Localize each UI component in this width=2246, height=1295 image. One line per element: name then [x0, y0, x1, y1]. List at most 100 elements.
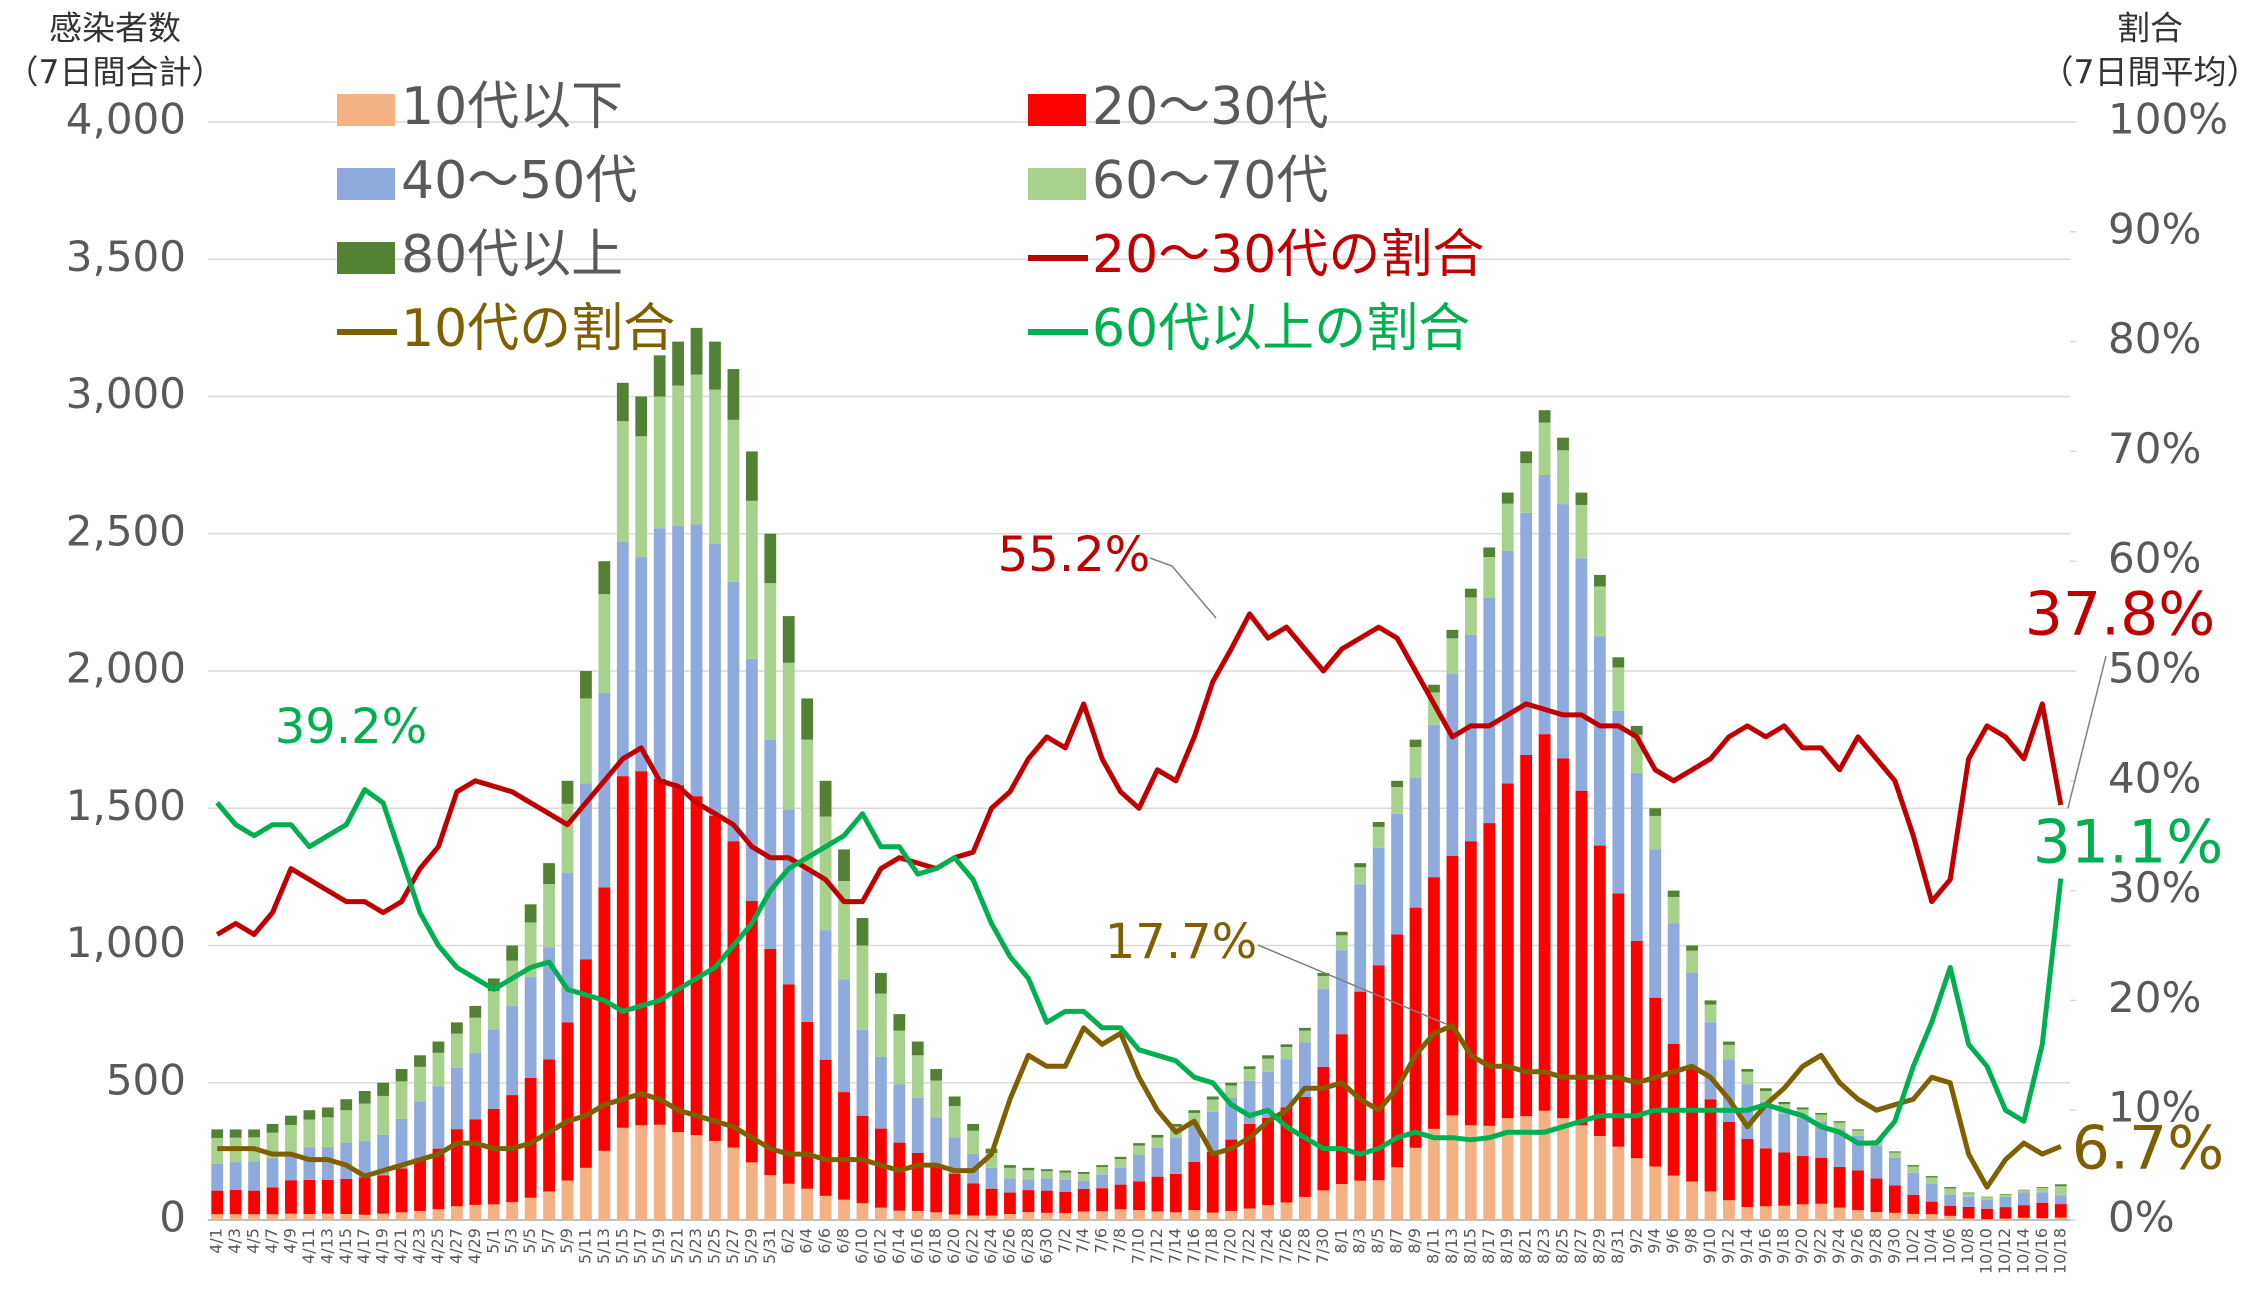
y2-tick-label: 20% [2108, 973, 2201, 1022]
leader-line [1257, 944, 1447, 1025]
x-tick-label: 10/12 [1995, 1228, 2014, 1274]
bar-segment [524, 1077, 537, 1198]
bar-segment [598, 887, 611, 1151]
bar-segment [266, 1132, 279, 1159]
bar-segment [1907, 1165, 1920, 1167]
bar-segment [1428, 724, 1440, 878]
bar-segment [1704, 1099, 1717, 1192]
bar-segment [1593, 636, 1606, 846]
legend-label: 10代以下 [401, 77, 623, 137]
bar-segment [1741, 1071, 1754, 1085]
bar-segment [690, 374, 703, 525]
bar-segment [487, 1029, 500, 1109]
bar-segment [1280, 1044, 1293, 1048]
bar-segment [285, 1125, 297, 1154]
x-tick-label: 8/17 [1479, 1228, 1498, 1264]
x-tick-label: 6/2 [778, 1228, 797, 1254]
bar-segment [967, 1215, 979, 1220]
bar-segment [1759, 1101, 1772, 1149]
bar-segment [1888, 1185, 1901, 1213]
x-tick-label: 9/30 [1884, 1228, 1903, 1264]
bar-segment [1280, 1107, 1293, 1203]
bar-segment [1704, 1000, 1717, 1005]
bar-segment [1686, 945, 1698, 951]
x-tick-label: 9/16 [1755, 1228, 1774, 1264]
bar-segment [893, 1084, 906, 1143]
bar-segment [1593, 845, 1606, 1137]
bar-segment [580, 783, 592, 960]
x-tick-label: 4/3 [225, 1228, 244, 1254]
bar-segment [1188, 1124, 1201, 1162]
bar-segment [875, 1056, 887, 1129]
bar-segment [377, 1134, 390, 1176]
bar-segment [1962, 1196, 1975, 1207]
bar-segment [211, 1163, 224, 1191]
bar-segment [303, 1179, 316, 1214]
x-tick-label: 5/15 [612, 1228, 631, 1264]
bar-segment [1409, 747, 1422, 779]
bar-segment [709, 389, 721, 544]
bar-segment [985, 1188, 998, 1216]
bar-segment [543, 863, 555, 885]
bar-segment [967, 1183, 979, 1216]
bar-segment [1667, 890, 1680, 897]
bar-segment [1888, 1157, 1901, 1186]
bar-segment [303, 1147, 316, 1180]
x-tick-label: 8/7 [1387, 1228, 1406, 1254]
x-tick-label: 7/10 [1129, 1228, 1148, 1264]
y2-tick-label: 30% [2108, 863, 2201, 912]
bar-segment [1593, 586, 1606, 637]
bar-segment [1299, 1097, 1311, 1197]
x-tick-label: 9/18 [1774, 1228, 1793, 1264]
bar-segment [1151, 1134, 1164, 1138]
bar-segment [635, 436, 648, 558]
bar-segment [561, 873, 574, 1023]
bar-segment [432, 1041, 445, 1053]
bar-segment [1907, 1194, 1920, 1214]
bar-segment [1593, 574, 1606, 587]
bar-segment [2054, 1195, 2067, 1205]
bar-segment [1354, 1180, 1367, 1220]
x-tick-label: 6/30 [1036, 1228, 1055, 1264]
bar-segment [1686, 1181, 1698, 1220]
bar-segment [1759, 1090, 1772, 1102]
bar-segment [580, 959, 592, 1168]
bar-segment [1741, 1207, 1754, 1220]
bar-segment [1354, 863, 1367, 868]
bar-segment [745, 1162, 758, 1220]
bar-segment [285, 1180, 297, 1214]
bar-segment [856, 945, 869, 1030]
bar-segment [690, 524, 703, 797]
bar-segment [1151, 1137, 1164, 1148]
bar-segment [1723, 1041, 1735, 1045]
bar-segment [875, 972, 887, 994]
bar-segment [1981, 1197, 1993, 1200]
y2-tick-label: 90% [2108, 204, 2201, 253]
bar-segment [1133, 1145, 1145, 1155]
x-tick-label: 6/20 [944, 1228, 963, 1264]
bar-segment [1833, 1207, 1846, 1220]
bar-segment [1151, 1176, 1164, 1212]
bar-segment [690, 796, 703, 1136]
bar-segment [1354, 867, 1367, 885]
x-tick-label: 7/28 [1294, 1228, 1313, 1264]
bar-segment [764, 739, 777, 949]
bar-segment [782, 662, 795, 810]
bar-segment [838, 880, 850, 980]
bar-segment [229, 1189, 242, 1215]
bar-segment [2018, 1205, 2030, 1218]
bar-segment [1612, 893, 1625, 1147]
bar-segment [967, 1123, 979, 1131]
x-tick-label: 4/21 [391, 1228, 410, 1264]
bar-segment [1686, 972, 1698, 1070]
bar-segment [1999, 1194, 2012, 1197]
y-tick-label: 1,500 [66, 781, 186, 830]
bar-segment [1243, 1066, 1256, 1070]
bar-segment [303, 1119, 316, 1148]
x-tick-label: 8/5 [1368, 1228, 1387, 1254]
bar-segment [1649, 997, 1662, 1167]
bar-segment [1483, 1125, 1496, 1220]
bar-segment [1188, 1161, 1201, 1211]
x-tick-label: 5/17 [631, 1228, 650, 1264]
bar-segment [1925, 1201, 1938, 1215]
